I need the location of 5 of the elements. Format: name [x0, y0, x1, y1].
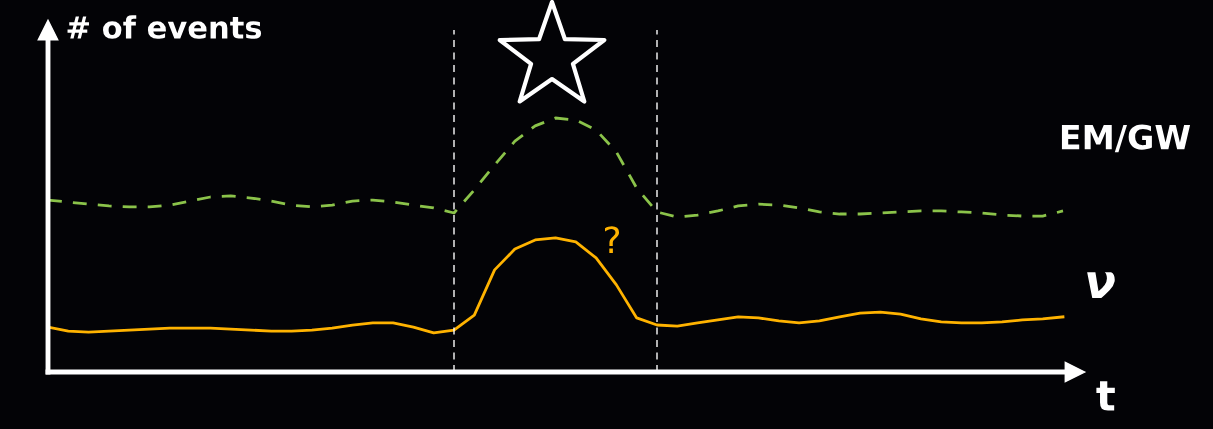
y-axis-title: # of events [67, 15, 262, 39]
annotation: ? [605, 226, 620, 253]
series-label: ν [1087, 272, 1115, 299]
series-label: EM/GW [1061, 124, 1191, 153]
x-axis-title: t [1096, 381, 1115, 411]
